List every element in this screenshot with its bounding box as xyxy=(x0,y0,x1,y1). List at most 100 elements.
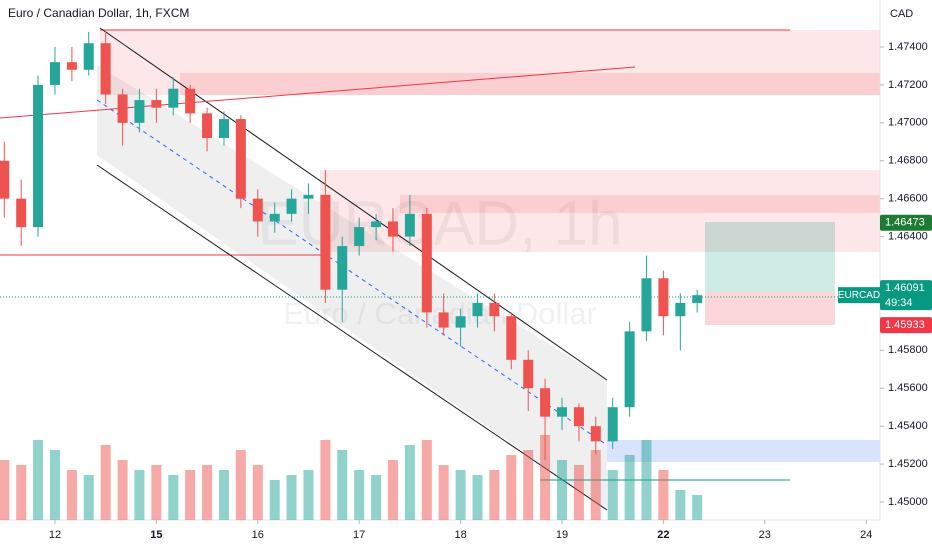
volume-bar xyxy=(286,475,297,520)
candle-body xyxy=(117,94,128,123)
candle-body xyxy=(489,302,500,317)
volume-bar xyxy=(219,470,230,520)
volume-bar xyxy=(16,465,27,520)
volume-bar xyxy=(421,440,432,520)
volume-bar xyxy=(269,480,280,520)
candle-body xyxy=(641,278,652,332)
volume-bar xyxy=(624,455,635,520)
candle-body xyxy=(185,88,196,114)
volume-bar xyxy=(252,465,263,520)
candle-body xyxy=(455,316,466,328)
volume-bar xyxy=(641,440,652,520)
candle-body xyxy=(303,194,314,199)
y-tick-label: 1.47000 xyxy=(888,117,928,129)
candle-body xyxy=(438,312,449,328)
volume-bar xyxy=(202,465,213,520)
price-tag xyxy=(880,214,932,231)
candle-body xyxy=(404,213,415,237)
stop-zone xyxy=(705,292,835,325)
x-tick-label: 12 xyxy=(49,529,61,541)
volume-bar xyxy=(117,460,128,520)
candle-body xyxy=(320,194,331,290)
candle-body xyxy=(387,221,398,237)
candle-body xyxy=(0,160,10,199)
volume-bar xyxy=(371,475,382,520)
candle-body xyxy=(421,213,432,313)
y-tick-label: 1.45800 xyxy=(888,344,928,356)
candle-body xyxy=(134,100,145,123)
last-price-label: 1.46091 xyxy=(885,282,925,294)
candle-body xyxy=(540,388,551,417)
symbol-label: EURCAD xyxy=(838,290,880,301)
symbol-tag xyxy=(838,287,880,304)
candle-body xyxy=(523,359,534,389)
candle-body xyxy=(675,302,686,317)
candle-body xyxy=(692,295,703,303)
candle-body xyxy=(337,246,348,290)
x-tick-label: 19 xyxy=(556,529,568,541)
countdown-label: 49:34 xyxy=(885,297,913,309)
candle-body xyxy=(590,426,601,442)
volume-bar xyxy=(0,460,10,520)
candle-body xyxy=(556,407,567,417)
candle-body xyxy=(573,407,584,427)
volume-bar xyxy=(404,445,415,520)
volume-bar xyxy=(33,440,44,520)
candle-body xyxy=(66,62,77,70)
volume-bar xyxy=(573,465,584,520)
volume-bar xyxy=(523,450,534,520)
price-tag-label: 1.45933 xyxy=(885,319,925,331)
target-zone xyxy=(705,222,835,292)
volume-bar xyxy=(185,470,196,520)
candle-body xyxy=(607,407,618,442)
volume-bar xyxy=(540,435,551,520)
volume-bar xyxy=(320,440,331,520)
volume-bar xyxy=(455,470,466,520)
supply-zone xyxy=(400,195,880,213)
candle-body xyxy=(16,198,27,228)
y-tick-label: 1.45400 xyxy=(888,420,928,432)
volume-bar xyxy=(675,490,686,520)
candle-body xyxy=(371,221,382,228)
volume-bar xyxy=(607,470,618,520)
volume-bar xyxy=(692,495,703,520)
price-tag xyxy=(880,317,932,334)
channel-mid xyxy=(96,99,608,446)
volume-bar xyxy=(49,450,60,520)
volume-bar xyxy=(66,470,77,520)
y-tick-label: 1.45200 xyxy=(888,458,928,470)
volume-bar xyxy=(168,475,179,520)
volume-bar xyxy=(556,460,567,520)
candle-body xyxy=(269,213,280,222)
y-tick-label: 1.45000 xyxy=(888,496,928,508)
chart-title: Euro / Canadian Dollar, 1h, FXCM xyxy=(8,6,189,20)
volume-bar xyxy=(354,470,365,520)
volume-bar xyxy=(151,465,162,520)
y-tick-label: 1.46600 xyxy=(888,193,928,205)
y-tick-label: 1.47400 xyxy=(888,41,928,53)
watermark: EURCAD, 1h xyxy=(257,189,622,258)
candle-body xyxy=(49,62,60,85)
candle-body xyxy=(202,113,213,139)
x-tick-label: 18 xyxy=(454,529,466,541)
x-tick-label: 16 xyxy=(252,529,264,541)
trend-line xyxy=(0,66,636,119)
candle-body xyxy=(624,331,635,408)
channel-line xyxy=(96,164,608,511)
channel-line xyxy=(99,27,608,381)
candle-body xyxy=(286,198,297,214)
channel-fill xyxy=(97,65,607,510)
candle-body xyxy=(235,119,246,199)
y-tick-label: 1.47200 xyxy=(888,79,928,91)
candle-body xyxy=(658,278,669,317)
volume-bar xyxy=(658,470,669,520)
supply-zone xyxy=(100,30,880,95)
volume-bar xyxy=(303,470,314,520)
currency-label: CAD xyxy=(890,8,913,20)
candle-body xyxy=(472,302,483,317)
x-tick-label: 22 xyxy=(657,529,669,541)
candle-body xyxy=(219,119,230,139)
